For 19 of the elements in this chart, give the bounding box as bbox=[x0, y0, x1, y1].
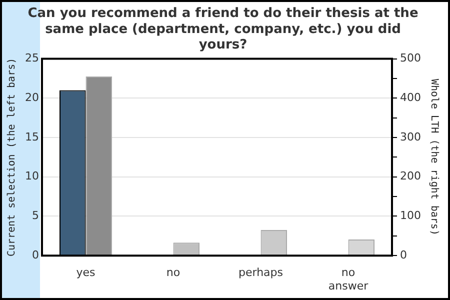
y2-tick-label: 400 bbox=[400, 91, 422, 104]
y2-tick-label: 0 bbox=[400, 248, 408, 262]
y2-tick-label: 100 bbox=[400, 209, 422, 222]
y2-tick-label: 300 bbox=[400, 130, 422, 144]
y-tick-label: 25 bbox=[24, 52, 39, 65]
y-axis-title: Current selection (the left bars) bbox=[6, 58, 18, 257]
x-tick-label: yes bbox=[76, 266, 96, 280]
y2-axis-title: Whole LTH (the right bars) bbox=[428, 78, 440, 236]
x-tick-label: perhaps bbox=[238, 266, 284, 280]
y-tick-label: 10 bbox=[24, 170, 39, 183]
y2-tick-label: 500 bbox=[400, 52, 422, 65]
y-tick-label: 0 bbox=[32, 248, 39, 262]
y-tick-label: 20 bbox=[24, 91, 39, 104]
y-tick-label: 5 bbox=[32, 209, 39, 222]
chart-title: Can you recommend a friend to do their thesis at the same place (department, company, etc.) you did yours? bbox=[28, 6, 418, 52]
y2-tick-label: 200 bbox=[400, 170, 422, 183]
x-tick-label: no answer bbox=[328, 266, 369, 292]
x-tick-label: no bbox=[166, 266, 180, 280]
y-tick-label: 15 bbox=[24, 130, 39, 144]
